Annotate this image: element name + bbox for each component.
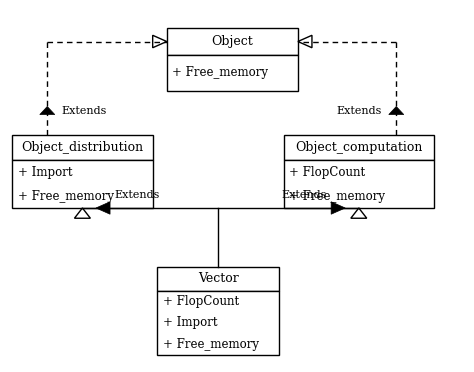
Text: + Free_memory: + Free_memory [173,66,268,79]
Bar [284,160,434,208]
Text: Object: Object [211,35,253,48]
Polygon shape [40,106,55,115]
Bar [284,135,434,160]
Text: + FlopCount: + FlopCount [290,166,365,179]
Text: Extends: Extends [61,106,107,116]
Polygon shape [331,202,345,214]
Text: + Free_memory: + Free_memory [163,337,259,350]
Polygon shape [389,106,404,115]
Text: Object_distribution: Object_distribution [21,141,144,154]
Bar [157,291,279,355]
Polygon shape [96,202,110,214]
Bar [167,55,298,91]
Text: + Free_memory: + Free_memory [290,190,385,203]
Text: Vector: Vector [198,272,238,285]
Bar [12,160,153,208]
Text: Extends: Extends [337,106,382,116]
Text: + Free_memory: + Free_memory [18,190,114,203]
Text: Extends: Extends [115,190,160,200]
Text: + FlopCount: + FlopCount [163,295,239,308]
Text: Object_computation: Object_computation [295,141,422,154]
Bar [157,267,279,291]
Text: + Import: + Import [18,166,72,179]
Bar [167,28,298,55]
Text: + Import: + Import [163,317,218,329]
Text: Extends: Extends [281,190,327,200]
Bar [12,135,153,160]
